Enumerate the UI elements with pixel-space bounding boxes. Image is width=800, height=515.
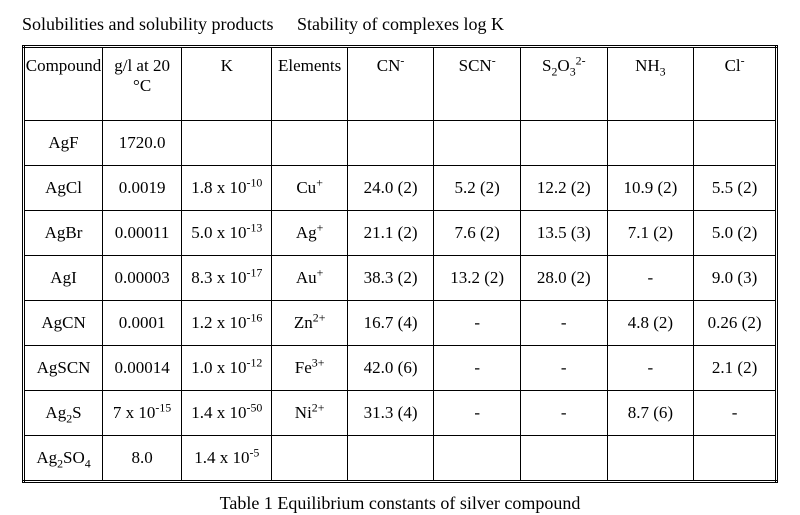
col-header-compound: Compound <box>24 47 103 121</box>
cell-SCN: 7.6 (2) <box>434 211 521 256</box>
cell-solubility: 0.0019 <box>103 166 182 211</box>
cell-Cl <box>694 436 777 482</box>
section-titles: Solubilities and solubility products Sta… <box>22 14 778 35</box>
cell-CN: 24.0 (2) <box>347 166 434 211</box>
cell-compound: AgCl <box>24 166 103 211</box>
cell-K: 8.3 x 10-17 <box>182 256 272 301</box>
cell-Cl: 2.1 (2) <box>694 346 777 391</box>
cell-NH3: 4.8 (2) <box>607 301 694 346</box>
cell-elements <box>272 436 347 482</box>
cell-K: 5.0 x 10-13 <box>182 211 272 256</box>
cell-solubility: 8.0 <box>103 436 182 482</box>
cell-S2O3 <box>520 436 607 482</box>
table-header-row: Compoundg/l at 20°CKElementsCN-SCN-S2O32… <box>24 47 777 121</box>
cell-S2O3: 28.0 (2) <box>520 256 607 301</box>
col-header-elements: Elements <box>272 47 347 121</box>
table-row: AgCN0.00011.2 x 10-16Zn2+16.7 (4)--4.8 (… <box>24 301 777 346</box>
cell-S2O3: - <box>520 346 607 391</box>
cell-CN <box>347 436 434 482</box>
cell-NH3: - <box>607 256 694 301</box>
cell-SCN: 13.2 (2) <box>434 256 521 301</box>
cell-S2O3: - <box>520 391 607 436</box>
cell-compound: AgBr <box>24 211 103 256</box>
cell-SCN: - <box>434 301 521 346</box>
cell-solubility: 0.00014 <box>103 346 182 391</box>
cell-Cl <box>694 121 777 166</box>
col-header-CN: CN- <box>347 47 434 121</box>
cell-CN <box>347 121 434 166</box>
table-row: Ag2S7 x 10-151.4 x 10-50Ni2+31.3 (4)--8.… <box>24 391 777 436</box>
cell-K: 1.0 x 10-12 <box>182 346 272 391</box>
table-row: AgSCN0.000141.0 x 10-12Fe3+42.0 (6)---2.… <box>24 346 777 391</box>
col-header-S2O3: S2O32- <box>520 47 607 121</box>
cell-NH3: 8.7 (6) <box>607 391 694 436</box>
table-row: AgI0.000038.3 x 10-17Au+38.3 (2)13.2 (2)… <box>24 256 777 301</box>
cell-solubility: 7 x 10-15 <box>103 391 182 436</box>
equilibrium-table: Compoundg/l at 20°CKElementsCN-SCN-S2O32… <box>22 45 778 483</box>
cell-S2O3: - <box>520 301 607 346</box>
cell-compound: AgI <box>24 256 103 301</box>
cell-elements: Fe3+ <box>272 346 347 391</box>
cell-CN: 31.3 (4) <box>347 391 434 436</box>
cell-CN: 38.3 (2) <box>347 256 434 301</box>
cell-solubility: 0.00011 <box>103 211 182 256</box>
cell-elements <box>272 121 347 166</box>
cell-compound: AgCN <box>24 301 103 346</box>
cell-K: 1.2 x 10-16 <box>182 301 272 346</box>
cell-SCN <box>434 436 521 482</box>
table-row: AgF1720.0 <box>24 121 777 166</box>
cell-compound: AgSCN <box>24 346 103 391</box>
cell-compound: AgF <box>24 121 103 166</box>
cell-NH3 <box>607 436 694 482</box>
cell-elements: Zn2+ <box>272 301 347 346</box>
cell-K <box>182 121 272 166</box>
table-row: Ag2SO48.01.4 x 10-5 <box>24 436 777 482</box>
cell-Cl: 5.5 (2) <box>694 166 777 211</box>
cell-S2O3 <box>520 121 607 166</box>
cell-solubility: 1720.0 <box>103 121 182 166</box>
section-title-left: Solubilities and solubility products <box>22 14 257 35</box>
cell-K: 1.4 x 10-5 <box>182 436 272 482</box>
section-title-right: Stability of complexes log K <box>297 14 504 35</box>
cell-elements: Ag+ <box>272 211 347 256</box>
cell-Cl: 9.0 (3) <box>694 256 777 301</box>
cell-K: 1.8 x 10-10 <box>182 166 272 211</box>
cell-compound: Ag2S <box>24 391 103 436</box>
cell-SCN: - <box>434 346 521 391</box>
cell-NH3: 10.9 (2) <box>607 166 694 211</box>
cell-SCN: 5.2 (2) <box>434 166 521 211</box>
cell-elements: Ni2+ <box>272 391 347 436</box>
cell-S2O3: 13.5 (3) <box>520 211 607 256</box>
col-header-solubility: g/l at 20°C <box>103 47 182 121</box>
cell-CN: 16.7 (4) <box>347 301 434 346</box>
cell-elements: Cu+ <box>272 166 347 211</box>
cell-NH3: 7.1 (2) <box>607 211 694 256</box>
cell-NH3: - <box>607 346 694 391</box>
table-caption: Table 1 Equilibrium constants of silver … <box>22 493 778 514</box>
cell-elements: Au+ <box>272 256 347 301</box>
col-header-SCN: SCN- <box>434 47 521 121</box>
cell-compound: Ag2SO4 <box>24 436 103 482</box>
table-row: AgCl0.00191.8 x 10-10Cu+24.0 (2)5.2 (2)1… <box>24 166 777 211</box>
col-header-NH3: NH3 <box>607 47 694 121</box>
cell-S2O3: 12.2 (2) <box>520 166 607 211</box>
cell-K: 1.4 x 10-50 <box>182 391 272 436</box>
cell-NH3 <box>607 121 694 166</box>
cell-CN: 21.1 (2) <box>347 211 434 256</box>
cell-Cl: - <box>694 391 777 436</box>
cell-SCN: - <box>434 391 521 436</box>
cell-Cl: 5.0 (2) <box>694 211 777 256</box>
cell-CN: 42.0 (6) <box>347 346 434 391</box>
col-header-Cl: Cl- <box>694 47 777 121</box>
cell-SCN <box>434 121 521 166</box>
cell-Cl: 0.26 (2) <box>694 301 777 346</box>
col-header-K: K <box>182 47 272 121</box>
table-row: AgBr0.000115.0 x 10-13Ag+21.1 (2)7.6 (2)… <box>24 211 777 256</box>
cell-solubility: 0.0001 <box>103 301 182 346</box>
cell-solubility: 0.00003 <box>103 256 182 301</box>
